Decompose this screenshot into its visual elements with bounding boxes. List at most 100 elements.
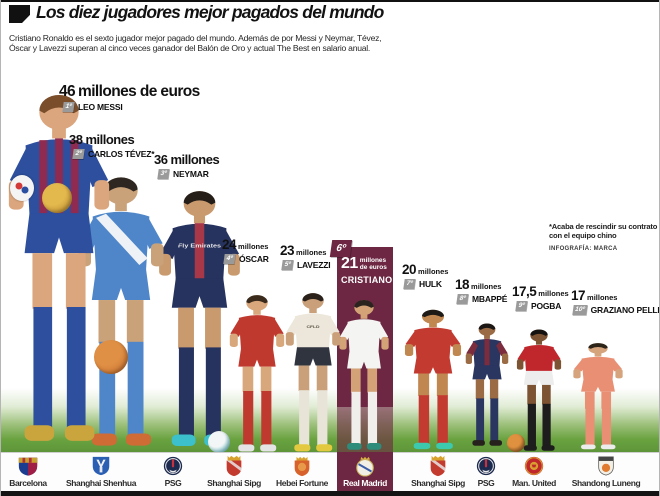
salary-unit: millones (296, 248, 327, 257)
club-barcelona: Barcelona (2, 452, 54, 492)
tevez-ball (94, 340, 128, 374)
subtitle-line1: Cristiano Ronaldo es el sexto jugador me… (9, 33, 382, 43)
label-pogba: 17,5 millones 9º POGBA (512, 284, 569, 311)
cristiano-label: 21 millones de euros CRISTIANO (341, 255, 393, 286)
salary-value: 24 (222, 237, 237, 252)
barcelona-logo-icon (17, 455, 39, 477)
rank-badge-8: 8º (456, 294, 469, 304)
player-figure-graziano-pell- (569, 341, 627, 453)
manutd-logo-icon (523, 455, 545, 477)
rank-badge-4: 4º (223, 254, 236, 264)
salary-unit: millones (170, 152, 220, 167)
salary-unit: millones (85, 132, 135, 147)
club-name: Man. United (512, 478, 556, 488)
club-name: PSG (477, 478, 495, 488)
shenhua-logo-icon (90, 455, 112, 477)
svg-text:CFLD: CFLD (306, 325, 319, 329)
bottom-border (1, 491, 659, 496)
laliga-badge (10, 175, 34, 201)
footnote-line1: *Acaba de rescindir su contrato (549, 222, 658, 231)
salary-unit: millones (471, 282, 502, 291)
rank-badge-7: 7º (403, 279, 416, 289)
club-name: Hebei Fortune (276, 478, 328, 488)
player-figure-mbapp- (462, 321, 512, 450)
club-man-united: Man. United (506, 452, 562, 492)
cristiano-salary-unit: millones de euros (359, 257, 387, 271)
label-lavezzi: 23 millones 5º LAVEZZI (280, 243, 331, 270)
label-leo-messi: 46 millones de euros 1º LEO MESSI (59, 84, 200, 112)
player-name: NEYMAR (173, 169, 209, 179)
salary-value: 20 (402, 262, 417, 277)
page-title: Los diez jugadores mejor pagados del mun… (36, 2, 384, 22)
player-name: MBAPPÉ (472, 294, 508, 304)
footnote-line2: con el equipo chino (549, 231, 617, 240)
salary-value: 46 (59, 83, 76, 100)
rank-badge-9: 9º (515, 301, 528, 311)
salary-unit: millones (418, 267, 449, 276)
label-neymar: 36 millones 3º NEYMAR (154, 152, 220, 179)
club-name: Barcelona (9, 478, 47, 488)
section-marker-icon (9, 5, 30, 23)
salary-value: 38 (69, 132, 83, 147)
salary-value: 36 (154, 152, 168, 167)
club-shandong-luneng: Shandong Luneng (570, 452, 642, 492)
club-shanghai-sipg: Shanghai Sipg (406, 452, 470, 492)
sipg-logo-icon (223, 455, 245, 477)
label-carlos-t-vez-: 38 millones 2º CARLOS TÉVEZ* (69, 132, 155, 159)
club-psg: PSG (464, 452, 508, 492)
salary-value: 17,5 (512, 284, 537, 299)
player-name: POGBA (531, 301, 562, 311)
player-figure-hulk (400, 307, 466, 454)
label-mbapp-: 18 millones 8º MBAPPÉ (455, 277, 508, 304)
club-name: Shanghai Shenhua (65, 478, 137, 488)
player-figure-cristiano: 7 (335, 297, 393, 455)
psg-logo-icon (162, 455, 184, 477)
oscar-ball (208, 431, 230, 453)
rank-badge-3: 3º (157, 169, 170, 179)
label-hulk: 20 millones 7º HULK (402, 262, 449, 289)
cristiano-salary-number: 21 (341, 255, 358, 272)
hebei-logo-icon (291, 455, 313, 477)
club-name: Shanghai Sipg (207, 478, 261, 488)
cristiano-salary: 21 millones de euros (341, 255, 391, 272)
rank-badge-10: 10º (572, 305, 588, 315)
salary-unit: millones (587, 293, 618, 302)
pogba-ball (507, 434, 525, 452)
rank-badge-2: 2º (72, 149, 85, 159)
top-border (1, 0, 659, 2)
salary-value: 23 (280, 243, 295, 258)
player-figure--scar (225, 292, 289, 457)
salary-unit: millones de euros (78, 83, 200, 100)
cristiano-highlight-band-lower (337, 407, 393, 452)
club-psg: PSG (149, 452, 197, 492)
player-figure-pogba (513, 327, 565, 455)
label--scar: 24 millones 4º ÓSCAR (222, 237, 269, 264)
club-name: Shanghai Sipg (411, 478, 465, 488)
player-name: LEO MESSI (78, 102, 123, 112)
player-name: GRAZIANO PELLÈ (590, 305, 660, 315)
player-name: HULK (419, 279, 442, 289)
player-name: CARLOS TÉVEZ* (88, 149, 155, 159)
salary-value: 18 (455, 277, 470, 292)
sipg-logo-icon (427, 455, 449, 477)
subtitle-line2: Óscar y Lavezzi superan al cinco veces g… (9, 43, 371, 53)
golden-ball (42, 183, 72, 213)
rank-badge-1: 1º (62, 102, 75, 112)
club-name: Shandong Luneng (571, 478, 641, 488)
rank-badge-5: 5º (281, 260, 294, 270)
club-name: Real Madrid (343, 478, 387, 488)
player-name: LAVEZZI (297, 260, 331, 270)
salary-unit: millones (238, 242, 269, 251)
club-hebei-fortune: Hebei Fortune (272, 452, 332, 492)
player-figure-lavezzi: CFLD (281, 290, 345, 457)
psg-logo-icon (475, 455, 497, 477)
svg-text:Fly Emirates: Fly Emirates (177, 243, 221, 249)
salary-value: 17 (571, 288, 586, 303)
salary-unit: millones (538, 289, 569, 298)
label-graziano-pell-: 17 millones 10º GRAZIANO PELLÈ (571, 288, 660, 315)
club-name: PSG (164, 478, 182, 488)
club-real-madrid: Real Madrid (337, 452, 393, 492)
cristiano-name: CRISTIANO (341, 275, 393, 285)
club-shanghai-shenhua: Shanghai Shenhua (64, 452, 138, 492)
